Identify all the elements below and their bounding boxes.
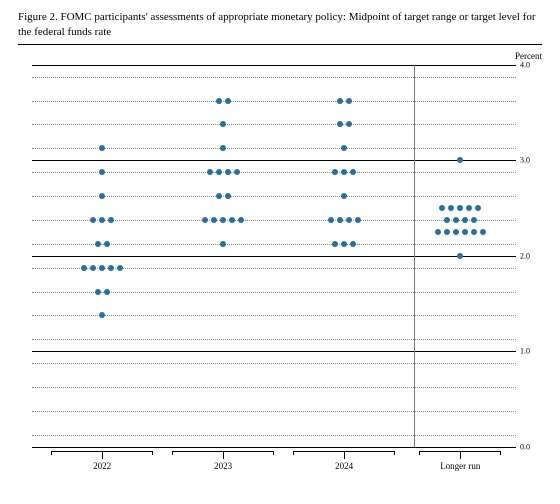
- chart-area: Percent 0.01.02.03.04.0 202220232024Long…: [18, 51, 542, 481]
- dot: [448, 205, 454, 211]
- gridline-minor: [32, 339, 516, 340]
- dot: [220, 217, 226, 223]
- dot: [202, 217, 208, 223]
- dot: [225, 193, 231, 199]
- dot: [81, 265, 87, 271]
- dot: [337, 217, 343, 223]
- dot: [95, 241, 101, 247]
- dot: [99, 265, 105, 271]
- dot: [350, 169, 356, 175]
- x-band-label: 2024: [293, 461, 395, 471]
- dot: [234, 169, 240, 175]
- dot: [216, 169, 222, 175]
- dot: [332, 169, 338, 175]
- dot: [104, 289, 110, 295]
- dot: [207, 169, 213, 175]
- figure-title: Figure 2. FOMC participants' assessments…: [18, 10, 542, 40]
- dot: [99, 169, 105, 175]
- gridline-minor: [32, 387, 516, 388]
- x-band: 2023: [172, 451, 274, 473]
- dot: [225, 169, 231, 175]
- gridline-minor: [32, 363, 516, 364]
- gridline-major: [32, 256, 516, 257]
- dot: [355, 217, 361, 223]
- dot: [220, 145, 226, 151]
- dot: [99, 217, 105, 223]
- x-band-label: Longer run: [419, 461, 501, 471]
- dot: [341, 145, 347, 151]
- dot: [238, 217, 244, 223]
- column-separator: [414, 65, 415, 447]
- dot: [444, 217, 450, 223]
- dot: [95, 289, 101, 295]
- dot: [471, 229, 477, 235]
- y-axis-label: Percent: [515, 51, 542, 61]
- dot: [453, 217, 459, 223]
- dot: [117, 265, 123, 271]
- y-tick-label: 1.0: [520, 347, 538, 356]
- dot: [350, 241, 356, 247]
- dot: [225, 98, 231, 104]
- dot: [99, 145, 105, 151]
- gridline-minor: [32, 411, 516, 412]
- x-axis: 2022 2023 2024 Longer run: [32, 451, 516, 473]
- dot: [341, 169, 347, 175]
- dot: [453, 229, 459, 235]
- gridline-minor: [32, 101, 516, 102]
- dot: [216, 193, 222, 199]
- title-rule: [18, 44, 542, 45]
- dot: [466, 205, 472, 211]
- x-band-label: 2022: [51, 461, 153, 471]
- dot: [457, 253, 463, 259]
- dot: [337, 98, 343, 104]
- y-tick-label: 0.0: [520, 442, 538, 451]
- dot: [99, 312, 105, 318]
- y-tick-label: 2.0: [520, 251, 538, 260]
- y-tick-label: 4.0: [520, 60, 538, 69]
- dot: [457, 157, 463, 163]
- dot: [346, 121, 352, 127]
- gridline-major: [32, 160, 516, 161]
- dot: [90, 265, 96, 271]
- dot: [346, 217, 352, 223]
- gridline-minor: [32, 124, 516, 125]
- dot: [211, 217, 217, 223]
- x-band-label: 2023: [172, 461, 274, 471]
- gridline-minor: [32, 435, 516, 436]
- dot: [480, 229, 486, 235]
- gridline-minor: [32, 77, 516, 78]
- x-band: 2022: [51, 451, 153, 473]
- dot: [108, 265, 114, 271]
- dot: [90, 217, 96, 223]
- gridline-major: [32, 351, 516, 352]
- dot: [462, 229, 468, 235]
- dot: [332, 241, 338, 247]
- dot: [328, 217, 334, 223]
- y-tick-label: 3.0: [520, 156, 538, 165]
- gridline-major: [32, 65, 516, 66]
- x-band: 2024: [293, 451, 395, 473]
- dot: [435, 229, 441, 235]
- dot: [341, 193, 347, 199]
- dot: [220, 121, 226, 127]
- x-band: Longer run: [419, 451, 501, 473]
- dot: [229, 217, 235, 223]
- gridline-major: [32, 447, 516, 448]
- dot: [346, 98, 352, 104]
- dot: [341, 241, 347, 247]
- dot: [462, 217, 468, 223]
- dot: [104, 241, 110, 247]
- dot: [220, 241, 226, 247]
- plot-region: 0.01.02.03.04.0: [32, 65, 516, 447]
- dot: [216, 98, 222, 104]
- dot: [99, 193, 105, 199]
- dot: [439, 205, 445, 211]
- dot: [475, 205, 481, 211]
- dot: [444, 229, 450, 235]
- dot: [337, 121, 343, 127]
- dot: [108, 217, 114, 223]
- dot: [457, 205, 463, 211]
- dot: [471, 217, 477, 223]
